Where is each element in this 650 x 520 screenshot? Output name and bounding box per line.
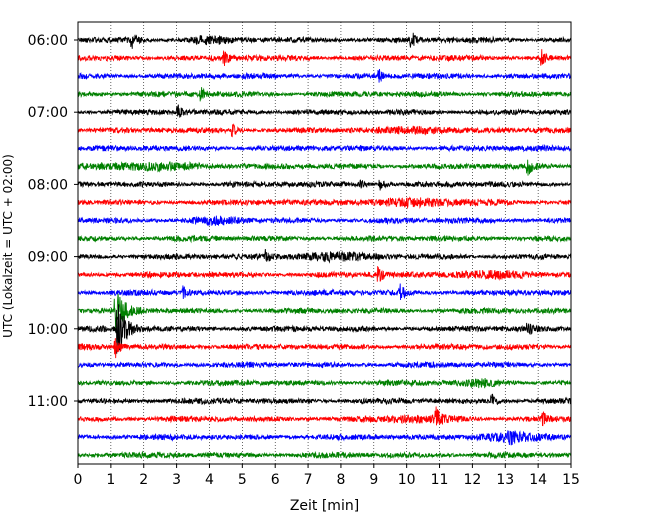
trace-1115 — [77, 406, 572, 427]
trace-0915 — [77, 266, 572, 282]
trace-0930 — [77, 283, 572, 301]
x-tick-label: 3 — [172, 472, 181, 488]
x-tick-label: 6 — [271, 472, 280, 488]
x-axis-ticks: 0 1 2 3 4 5 6 7 8 9 10 11 12 13 14 15 — [74, 464, 580, 488]
trace-1030 — [77, 360, 572, 370]
y-axis-ticks: 06:00 07:00 08:00 09:00 10:00 11:00 — [28, 33, 78, 410]
trace-0945 — [77, 293, 572, 333]
x-axis-label: Zeit [min] — [290, 498, 359, 514]
trace-1045 — [77, 377, 572, 389]
trace-0800 — [77, 179, 572, 191]
y-tick-label: 09:00 — [28, 250, 68, 266]
x-tick-label: 13 — [496, 472, 514, 488]
trace-1145 — [77, 450, 572, 460]
trace-0630 — [77, 68, 572, 83]
x-tick-label: 4 — [205, 472, 214, 488]
trace-0600 — [77, 32, 572, 49]
x-tick-label: 1 — [106, 472, 115, 488]
x-tick-label: 7 — [304, 472, 313, 488]
x-tick-label: 2 — [139, 472, 148, 488]
trace-1000 — [77, 304, 572, 354]
x-tick-label: 5 — [238, 472, 247, 488]
trace-0615 — [77, 49, 572, 66]
trace-0745 — [77, 159, 572, 176]
y-axis-label: UTC (Lokalzeit = UTC + 02:00) — [1, 154, 15, 338]
plot-background — [78, 22, 571, 464]
y-tick-label: 07:00 — [28, 105, 68, 121]
x-tick-label: 12 — [463, 472, 481, 488]
trace-1130 — [77, 429, 572, 446]
trace-0900 — [77, 249, 572, 264]
x-tick-label: 14 — [529, 472, 547, 488]
trace-0700 — [77, 104, 572, 118]
x-tick-label: 8 — [336, 472, 345, 488]
x-tick-label: 9 — [369, 472, 378, 488]
x-tick-label: 10 — [398, 472, 416, 488]
trace-0715 — [77, 123, 572, 138]
x-tick-label: 0 — [74, 472, 83, 488]
seismic-traces — [77, 32, 572, 460]
y-tick-label: 06:00 — [28, 33, 68, 49]
trace-1015 — [77, 338, 572, 359]
plot-frame — [77, 21, 572, 465]
x-tick-label: 11 — [431, 472, 449, 488]
trace-0730 — [77, 143, 572, 153]
trace-0645 — [77, 87, 572, 102]
trace-1100 — [77, 393, 572, 406]
x-tick-label: 15 — [562, 472, 580, 488]
y-tick-label: 11:00 — [28, 394, 68, 410]
trace-0830 — [77, 215, 572, 227]
trace-0845 — [77, 234, 572, 244]
y-tick-label: 10:00 — [28, 322, 68, 338]
y-tick-label: 08:00 — [28, 177, 68, 193]
trace-0815 — [77, 196, 572, 210]
